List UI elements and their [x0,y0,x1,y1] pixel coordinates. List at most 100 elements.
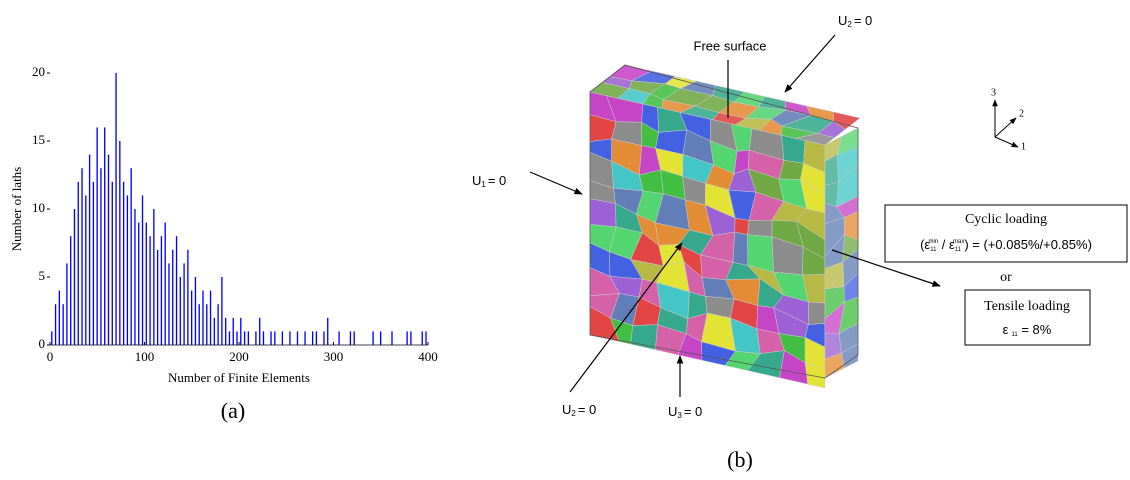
bottom-bc-label: U3 = 0 [668,404,702,420]
subscript: 11 [930,247,937,253]
x-tick-label: 100 [135,349,155,364]
grain [589,198,617,228]
text: = 0 [684,404,702,419]
grain [734,217,750,235]
axis-label: 3 [991,87,996,98]
caption-a: (a) [221,398,245,423]
bar [289,331,291,345]
bar [372,331,374,345]
bar [353,331,355,345]
bar [304,331,306,345]
bar [115,73,117,345]
arrow [529,171,583,195]
bar [62,304,64,345]
bar [164,222,166,345]
bar [172,249,174,345]
x-tick-label: 400 [418,349,438,364]
outline [589,64,859,379]
bar [183,263,185,345]
subscript: 11 [1011,332,1018,338]
subscript: 3 [677,411,682,420]
box [884,204,1128,263]
bar [217,304,219,345]
caption-b: (b) [727,447,753,472]
y-tick-label: 0 [39,336,46,351]
cyclic-title: Cyclic loading [965,212,1047,227]
bar [221,277,223,345]
bar [240,317,242,345]
x-tick-label: 0 [47,349,54,364]
superscript: min [928,239,938,245]
bar [88,154,91,345]
bar [104,127,106,346]
bar [85,195,87,345]
bar [130,168,132,345]
bar [92,181,95,345]
bar [243,331,246,345]
grain [808,301,826,325]
bar [81,168,83,345]
subscript: 2 [571,409,576,418]
grain [841,343,859,369]
symbol: U [562,402,571,417]
bar [58,290,61,345]
text: = 0 [854,13,872,28]
bar [425,331,427,345]
bar [338,331,340,345]
y-tick-label: 20 [32,64,45,79]
specimen-block [589,64,861,389]
bar [190,290,193,345]
bar [274,331,276,345]
bar [255,331,257,345]
bar [111,181,113,345]
axis-1 [994,136,1019,148]
bar [73,209,76,345]
bar [77,181,79,345]
bar [194,277,197,345]
y-tick-label: 10 [32,200,45,215]
bar [349,331,352,345]
bar [141,195,144,345]
grain [747,219,773,238]
text: / ε [938,237,955,252]
bar [153,209,155,345]
symbol: U [668,404,677,419]
symbol: U [838,13,847,28]
loading-box: Cyclic loading (ε11min / ε11max) = (+0.0… [884,204,1128,346]
bar [126,195,129,345]
grain [804,362,826,389]
cyclic-formula: (ε11min / ε11max) = (+0.085%/+0.85%) [920,237,1092,252]
text: = 0 [578,402,596,417]
bar [311,331,314,345]
front-bc-label: U2 = 0 [562,402,596,418]
bar [179,277,181,345]
grain [833,111,861,130]
bar [391,331,393,345]
grain [630,324,658,351]
symbol: ε [1003,322,1009,337]
bar [281,331,284,345]
bar [168,263,170,345]
bar [323,331,325,345]
x-axis-title: Number of Finite Elements [168,370,310,385]
bar [134,209,136,345]
top-bc-label: U2 = 0 [838,13,872,29]
histogram: 0 100 200 300 400 0 5 10 15 20 [32,64,438,364]
bar [66,263,68,345]
bar [206,304,208,345]
tensile-title: Tensile loading [984,299,1070,314]
y-axis-title: Number of laths [9,167,24,251]
axis-label: 1 [1021,141,1026,152]
left-bc-label: U1 = 0 [472,173,506,189]
bar [213,317,215,345]
bar [119,141,121,345]
subscript: 2 [847,20,852,29]
bar [232,317,234,345]
arrow [831,249,941,287]
bar [421,331,423,345]
axis-2 [994,117,1017,138]
or-label: or [1000,270,1012,285]
bar [379,331,382,345]
